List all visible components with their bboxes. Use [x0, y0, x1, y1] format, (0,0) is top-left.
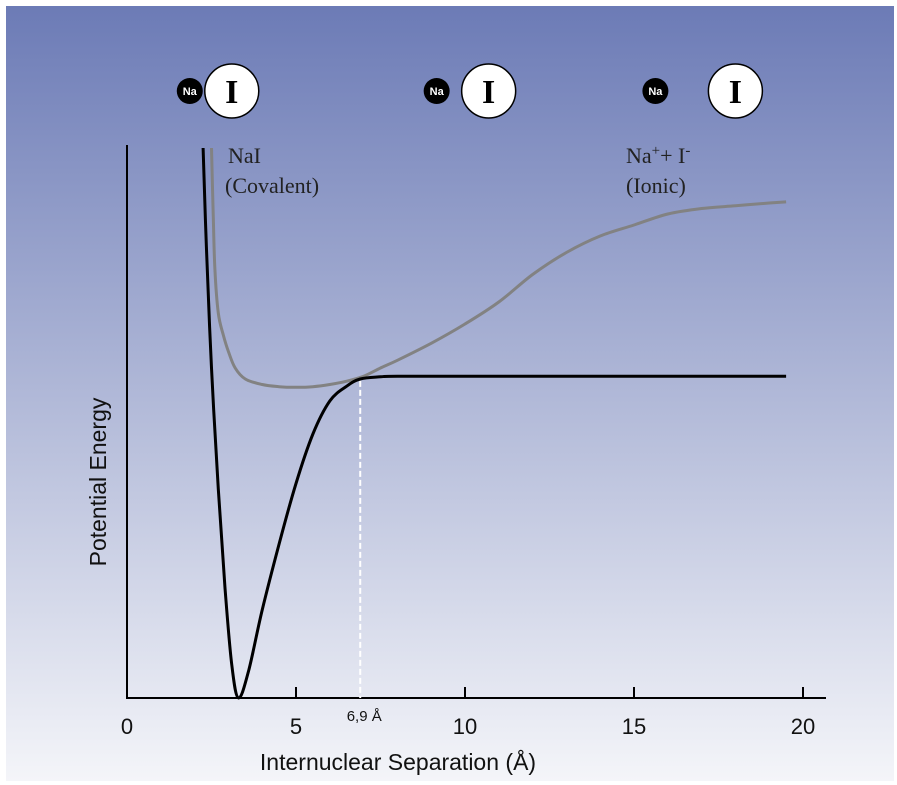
ionic-label-iodide: + I	[660, 143, 685, 168]
ionic-label-line2: (Ionic)	[626, 173, 686, 198]
sodium-atom-label-3: Na	[648, 86, 663, 98]
x-tick-label-5: 5	[290, 714, 302, 739]
ionic-label-line1: Na++ I-	[626, 143, 690, 168]
chart-background	[6, 6, 894, 781]
sodium-atom-3	[642, 78, 669, 104]
x-tick-label-15: 15	[622, 714, 646, 739]
iodine-atom-2	[460, 63, 517, 119]
covalent-label-line2: (Covalent)	[225, 173, 319, 198]
iodine-atom-1	[204, 63, 260, 119]
y-axis-label: Potential Energy	[85, 397, 111, 566]
iodine-atom-label-3: I	[729, 74, 742, 111]
x-tick-label-20: 20	[791, 714, 815, 739]
sodium-atom-1	[176, 78, 203, 104]
series-line-covalent	[201, 147, 787, 700]
sodium-atom-2	[423, 78, 450, 104]
sodium-atom-label-1: Na	[183, 86, 198, 98]
separation-marker-label: 6,9 Å	[347, 708, 382, 725]
covalent-label-line1: NaI	[228, 143, 261, 168]
ionic-label-plus: +	[652, 143, 660, 159]
iodine-atom-label-2: I	[482, 74, 495, 111]
iodine-atom-label-1: I	[225, 74, 238, 111]
ionic-label-minus: -	[685, 143, 690, 159]
sodium-atom-label-2: Na	[430, 86, 445, 98]
x-axis-ticks: 0 5 10 15 20	[121, 687, 815, 739]
iodine-atom-3	[707, 63, 764, 119]
x-axis-label: Internuclear Separation (Å)	[260, 748, 536, 775]
x-tick-label-0: 0	[121, 714, 133, 739]
x-tick-label-10: 10	[453, 714, 477, 739]
ionic-label-na: Na	[626, 143, 652, 168]
series-line-ionic	[210, 147, 787, 389]
atom-illustrations: I Na I Na I Na	[176, 63, 764, 119]
